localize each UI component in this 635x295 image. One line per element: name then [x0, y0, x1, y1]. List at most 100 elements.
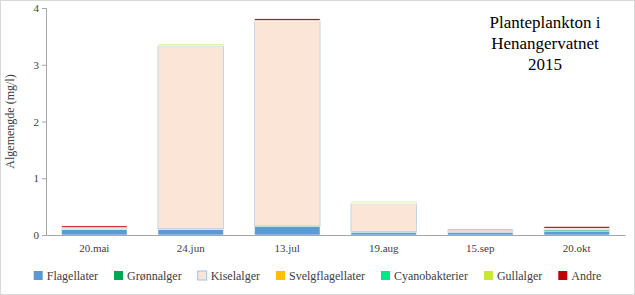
legend-swatch: [484, 271, 493, 280]
legend-swatch: [34, 271, 43, 280]
legend-swatch: [198, 271, 207, 280]
bar: [351, 201, 417, 202]
y-tick-label: 2: [34, 116, 40, 128]
bar: [254, 22, 320, 226]
x-tick-label: 24.jun: [177, 242, 205, 254]
y-tick: 2: [34, 116, 47, 128]
legend-swatch: [558, 271, 567, 280]
x-tick-label: 20.okt: [563, 242, 591, 254]
bar: [158, 45, 224, 47]
y-tick-label: 1: [34, 172, 40, 184]
bar: [158, 46, 224, 229]
bar: [158, 43, 224, 45]
x-tick: 20.okt: [563, 235, 591, 254]
y-tick: 3: [34, 59, 47, 71]
legend-item: Svelgflagellater: [276, 269, 365, 283]
y-axis-title: Algemengde (mg/l): [3, 74, 17, 168]
y-tick: 4: [34, 2, 47, 14]
legend-swatch: [276, 271, 285, 280]
chart-title: Planteplankton i Henangervatnet 2015: [490, 13, 601, 74]
legend-item: Andre: [558, 269, 601, 283]
x-axis: 20.mai 24.jun 13.jul 19.aug 15.sep 20.okt: [47, 235, 626, 254]
y-axis-line: [42, 9, 47, 236]
legend-item: Grønnalger: [114, 269, 182, 283]
chart: 0 1 2 3 4 20.mai 24.jun 13.jul 19.aug 15.sep 20.ok…: [0, 0, 635, 295]
x-tick-label: 19.aug: [369, 242, 399, 254]
plot: 0 1 2 3 4 20.mai 24.jun 13.jul 19.aug 15.sep 20.ok…: [34, 2, 626, 254]
y-tick: 1: [34, 172, 47, 184]
bar: [544, 229, 610, 231]
x-tick-label: 13.jul: [275, 242, 300, 254]
bar: [544, 231, 610, 235]
bar: [61, 228, 127, 230]
bar: [447, 231, 513, 233]
legend-label: Cyanobakterier: [394, 269, 468, 283]
x-tick: 20.mai: [79, 235, 109, 254]
chart-title-line: 2015: [528, 55, 562, 74]
bar: [351, 204, 417, 232]
bar: [447, 230, 513, 231]
y-tick-label: 4: [34, 2, 40, 14]
y-tick-mark: [42, 235, 46, 236]
legend-item: Kiselalger: [198, 269, 260, 283]
bar: [254, 19, 320, 21]
legend-label: Grønnalger: [127, 269, 182, 283]
bar: [254, 226, 320, 235]
y-tick-label: 3: [34, 59, 40, 71]
y-tick-mark: [42, 65, 46, 66]
bar: [61, 229, 127, 235]
x-tick-label: 20.mai: [79, 242, 109, 254]
bar: [61, 228, 127, 230]
bar: [544, 230, 610, 231]
legend-label: Andre: [571, 269, 601, 283]
bar: [351, 232, 417, 235]
bar: [447, 230, 513, 231]
legend-label: Kiselalger: [211, 269, 260, 283]
x-tick: 13.jul: [275, 235, 300, 254]
legend-item: Gullalger: [484, 269, 542, 283]
legend-item: Flagellater: [34, 269, 98, 283]
chart-title-line: Henangervatnet: [491, 34, 599, 53]
bar: [351, 202, 417, 204]
y-tick-label: 0: [34, 229, 40, 241]
y-tick-mark: [42, 8, 46, 9]
x-tick: 19.aug: [369, 235, 399, 254]
x-tick: 24.jun: [177, 235, 205, 254]
chart-title-line: Planteplankton i: [490, 13, 601, 32]
bar: [158, 44, 224, 46]
series-6: [61, 19, 609, 231]
chart-border: [1, 1, 635, 295]
legend-label: Svelgflagellater: [289, 269, 365, 283]
bar: [61, 226, 127, 228]
y-axis: 0 1 2 3 4: [34, 2, 47, 241]
series-5: [61, 20, 609, 230]
x-axis-line: [47, 235, 626, 236]
bar: [447, 230, 513, 231]
x-tick-label: 15.sep: [466, 242, 495, 254]
legend: Flagellater Grønnalger Kiselalger Svelgflag…: [34, 269, 602, 283]
bar: [158, 44, 224, 45]
y-tick-mark: [42, 122, 46, 123]
legend-label: Gullalger: [497, 269, 542, 283]
legend-swatch: [381, 271, 390, 280]
series-4: [158, 45, 417, 203]
bar: [447, 231, 513, 233]
series-1: [61, 226, 609, 232]
x-tick: 15.sep: [466, 235, 495, 254]
bar: [447, 229, 513, 230]
bar: [254, 21, 320, 23]
series-3: [61, 21, 609, 231]
bar: [351, 203, 417, 205]
series-2: [61, 22, 609, 232]
series-0: [61, 226, 609, 235]
legend-swatch: [114, 271, 123, 280]
bar: [447, 232, 513, 235]
bar: [544, 228, 610, 230]
legend-label: Flagellater: [47, 269, 98, 283]
bar: [351, 202, 417, 203]
legend-item: Cyanobakterier: [381, 269, 468, 283]
bars: [61, 19, 609, 235]
y-tick: 0: [34, 229, 47, 241]
bar: [158, 229, 224, 235]
y-tick-mark: [42, 178, 46, 179]
